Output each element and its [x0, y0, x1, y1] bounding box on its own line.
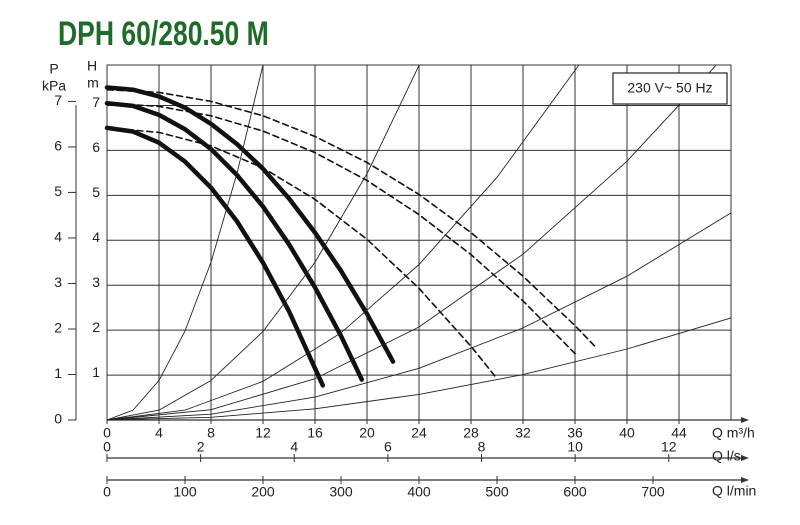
y-tick-label: 2	[92, 319, 100, 335]
x-tick-label: 500	[485, 484, 509, 500]
x-tick-label: 300	[329, 484, 353, 500]
x-axis-arrow	[741, 417, 749, 423]
curve-dashed	[106, 127, 498, 380]
x-tick-label: 2	[197, 439, 205, 455]
x-tick-label: 200	[251, 484, 275, 500]
x-axis-arrow	[741, 455, 749, 461]
x-tick-label: 12	[661, 439, 677, 455]
x-tick-label: 28	[463, 425, 479, 441]
x-tick-label: 700	[641, 484, 665, 500]
y2-tick-label: 0	[54, 411, 62, 427]
y2-axis-label: P	[49, 61, 58, 77]
y-tick-label: 6	[92, 139, 100, 155]
y2-tick-label: 2	[54, 320, 62, 336]
y-tick-label: 1	[92, 364, 100, 380]
x-tick-label: 36	[567, 425, 583, 441]
x-tick-label: 8	[478, 439, 486, 455]
x-tick-label: 4	[290, 439, 298, 455]
curve-thin	[106, 65, 716, 421]
curve-thin	[106, 64, 420, 421]
x-tick-label: 20	[359, 425, 375, 441]
x-tick-label: 600	[563, 484, 587, 500]
curve-thick	[104, 125, 326, 388]
x-tick-label: 0	[103, 484, 111, 500]
curve-thin	[106, 64, 264, 421]
y2-tick-label: 4	[54, 229, 62, 245]
x-tick-label: 24	[411, 425, 427, 441]
y-tick-label: 4	[92, 229, 100, 245]
y2-tick-label: 7	[54, 92, 62, 108]
y-axis-label: H	[87, 58, 97, 74]
curve-thin	[106, 64, 580, 421]
x-tick-label: 12	[255, 425, 271, 441]
x-tick-label: 8	[207, 425, 215, 441]
curve-thick	[104, 85, 396, 364]
x-tick-label: 16	[307, 425, 323, 441]
curve-dashed	[106, 102, 579, 357]
x-tick-label: 6	[384, 439, 392, 455]
y-tick-label: 3	[92, 274, 100, 290]
curve-thick	[104, 100, 365, 382]
y-tick-label: 7	[92, 94, 100, 110]
legend-box	[612, 72, 728, 105]
x-tick-label: 400	[407, 484, 431, 500]
y-tick-label: 5	[92, 184, 100, 200]
y2-axis-unit: kPa	[42, 78, 66, 94]
curve-thin	[106, 212, 732, 421]
x-tick-label: 40	[619, 425, 635, 441]
y2-tick-label: 6	[54, 138, 62, 154]
chart-title: DPH 60/280.50 M	[58, 15, 269, 53]
x-tick-label: 10	[567, 439, 583, 455]
y2-tick-label: 1	[54, 365, 62, 381]
x-tick-label: 0	[103, 439, 111, 455]
x-tick-label: 32	[515, 425, 531, 441]
curve-dashed	[106, 88, 598, 350]
x-axis-arrow	[741, 477, 749, 483]
x-tick-label: 0	[103, 425, 111, 441]
x-axis-label: Q l/s	[712, 448, 741, 464]
y2-tick-label: 3	[54, 274, 62, 290]
y2-tick-label: 5	[54, 183, 62, 199]
x-tick-label: 100	[173, 484, 197, 500]
x-tick-label: 44	[671, 425, 687, 441]
legend-note: 230 V~ 50 Hz	[627, 80, 712, 96]
x-tick-label: 4	[155, 425, 163, 441]
curve-thin	[106, 317, 732, 421]
x-axis-label: Q l/min	[712, 483, 756, 499]
x-axis-label: Q m³/h	[712, 425, 755, 441]
y-axis-unit: m	[87, 75, 99, 91]
